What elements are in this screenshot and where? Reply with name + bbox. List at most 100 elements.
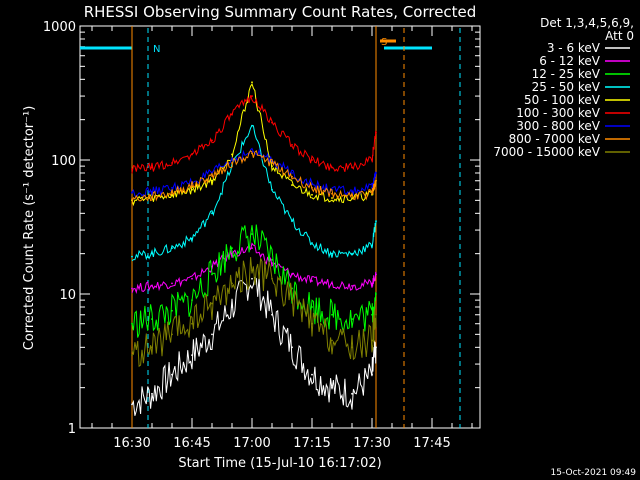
y-tick-label: 1	[68, 422, 76, 437]
legend-entry-label: 6 - 12 keV	[539, 54, 601, 68]
series-point	[231, 162, 233, 164]
series-point	[331, 192, 333, 195]
series-point	[251, 152, 253, 155]
series-line	[131, 242, 377, 294]
series-point	[171, 186, 173, 189]
series-point	[331, 386, 333, 389]
x-tick-label: 16:45	[173, 436, 210, 451]
series-point	[131, 191, 133, 194]
series-point	[271, 258, 273, 261]
series-point	[251, 95, 253, 97]
series-point	[311, 322, 313, 325]
series-point	[131, 198, 133, 201]
legend-entry-label: 25 - 50 keV	[532, 80, 601, 94]
series-point	[171, 193, 173, 196]
series-point	[271, 121, 273, 124]
series-point	[211, 212, 213, 215]
series-point	[211, 175, 213, 177]
series-point	[371, 282, 373, 285]
flag-label: N	[153, 44, 160, 55]
series-point	[291, 346, 293, 349]
series-line	[131, 150, 377, 203]
series-point	[271, 162, 273, 164]
x-tick-label: 16:30	[113, 436, 150, 451]
series-point	[131, 354, 133, 356]
series-point	[311, 242, 313, 244]
series-point	[131, 287, 133, 290]
series-point	[375, 313, 377, 316]
chart-title: RHESSI Observing Summary Count Rates, Co…	[84, 3, 477, 21]
series-line	[131, 257, 377, 368]
series-point	[151, 318, 153, 320]
series-point	[291, 184, 293, 186]
series-point	[171, 162, 173, 164]
series-point	[131, 403, 133, 406]
series-point	[331, 197, 333, 199]
series-point	[371, 192, 373, 195]
series-point	[131, 322, 133, 325]
series-point	[191, 354, 193, 356]
series-point	[211, 139, 213, 142]
y-tick-label: 10	[59, 288, 76, 303]
series-point	[371, 244, 373, 247]
series-point	[211, 273, 213, 276]
series-point	[191, 237, 193, 240]
series-point	[331, 339, 333, 342]
x-tick-label: 17:30	[353, 436, 390, 451]
series-point	[171, 309, 173, 312]
series-line	[131, 224, 377, 338]
series-point	[375, 172, 377, 174]
series-point	[151, 166, 153, 169]
series-point	[191, 188, 193, 191]
series-point	[271, 262, 273, 265]
y-tick-label: 100	[51, 154, 76, 169]
series-point	[371, 373, 373, 376]
series-point	[331, 313, 333, 316]
series-point	[331, 252, 333, 255]
series-point	[351, 190, 353, 193]
series-point	[251, 277, 253, 280]
series-point	[171, 247, 173, 250]
series-point	[271, 277, 273, 280]
series-point	[171, 373, 173, 376]
series-point	[351, 284, 353, 287]
series-point	[151, 392, 153, 395]
series-point	[211, 333, 213, 336]
series-point	[271, 313, 273, 316]
series-point	[311, 193, 313, 196]
legend-entry-label: 100 - 300 keV	[516, 106, 600, 120]
series-point	[371, 313, 373, 316]
series-point	[291, 299, 293, 302]
series-point	[191, 299, 193, 302]
series-point	[351, 197, 353, 199]
series-point	[371, 339, 373, 342]
series-point	[151, 196, 153, 198]
series-point	[231, 306, 233, 308]
plot-axes: 1 10 100 1000 16:30 16:45 17:00 17:15 17:30 17:45	[43, 20, 481, 451]
series-point	[351, 318, 353, 320]
plot-frame	[79, 25, 481, 429]
series-point	[251, 269, 253, 272]
series-point	[351, 252, 353, 255]
legend-header-2: Att 0	[605, 29, 634, 43]
series-point	[311, 183, 313, 186]
series-point	[151, 284, 153, 287]
y-tick-label: 1000	[43, 20, 76, 35]
legend-entry-label: 300 - 800 keV	[516, 119, 600, 133]
series-line	[131, 95, 377, 174]
series-point	[251, 247, 253, 250]
series-point	[191, 322, 193, 325]
legend-entry-label: 7000 - 15000 keV	[493, 145, 600, 159]
series-point	[291, 220, 293, 222]
series-point	[351, 392, 353, 395]
legend-entry-label: 50 - 100 keV	[524, 93, 601, 107]
series-line	[131, 276, 377, 416]
series-point	[131, 255, 133, 258]
series-point	[291, 143, 293, 146]
series-point	[375, 131, 377, 134]
series-point	[171, 191, 173, 194]
series-line	[131, 83, 377, 207]
series-point	[171, 333, 173, 336]
